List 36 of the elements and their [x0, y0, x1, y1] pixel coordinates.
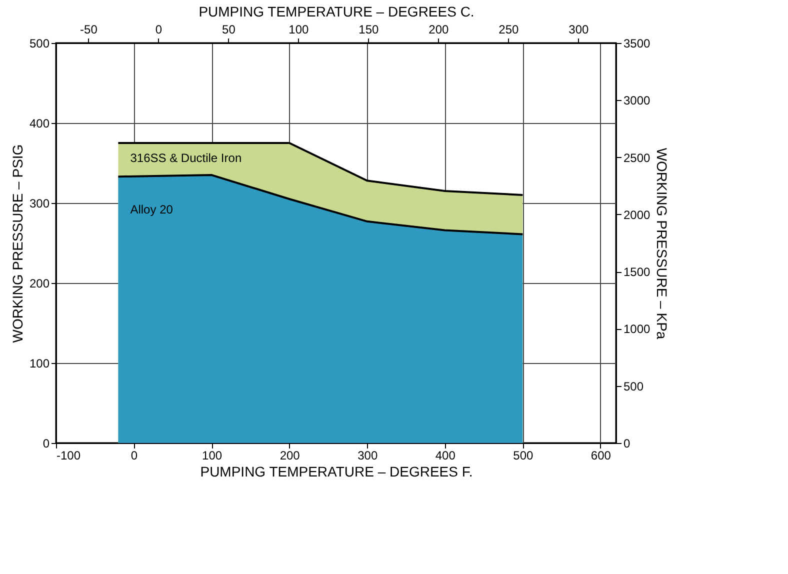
y-tick-label: 100: [29, 356, 50, 370]
y-tick-label: 400: [29, 116, 50, 130]
x-tick-label: 100: [202, 448, 222, 462]
y2-tick-label: 3500: [624, 36, 651, 50]
y2-tick-label: 2000: [624, 208, 651, 222]
x2-tick-label: 200: [428, 22, 450, 36]
x2-axis-title: PUMPING TEMPERATURE – DEGREES C.: [198, 4, 474, 20]
y2-tick-label: 1500: [624, 265, 651, 280]
y2-tick-label: 500: [624, 379, 644, 394]
x2-tick-label: 250: [498, 22, 520, 36]
y2-tick-label: 2500: [624, 150, 651, 165]
x2-tick-label: 0: [155, 22, 162, 36]
series-label: Alloy 20: [130, 202, 174, 217]
y-tick-label: 500: [29, 36, 50, 50]
x-tick-label: 0: [130, 448, 138, 462]
x2-tick-label: 300: [568, 22, 590, 36]
y-tick-label: 300: [29, 196, 50, 210]
x2-tick-label: 150: [358, 22, 380, 36]
y2-tick-label: 1000: [624, 322, 651, 336]
y-tick-label: 200: [29, 276, 50, 290]
x-tick-label: 600: [590, 448, 612, 462]
x-tick-label: -100: [56, 448, 81, 462]
y-tick-label: 0: [42, 436, 50, 450]
y2-tick-label: 0: [624, 436, 630, 450]
series-label: 316SS & Ductile Iron: [130, 151, 242, 165]
x2-tick-label: 50: [222, 22, 236, 36]
y2-tick-label: 3000: [624, 94, 651, 108]
x-tick-label: 300: [358, 448, 378, 462]
x2-tick-label: -50: [80, 22, 98, 36]
x-tick-label: 500: [513, 448, 534, 462]
y-axis-title: WORKING PRESSURE – PSIG: [9, 144, 26, 343]
x-tick-label: 400: [435, 448, 456, 462]
y2-axis-title: WORKING PRESSURE – KPa: [654, 148, 670, 340]
x-axis-title: PUMPING TEMPERATURE – DEGREES F.: [200, 464, 473, 480]
x-tick-label: 200: [280, 448, 300, 462]
x2-tick-label: 100: [288, 22, 310, 36]
